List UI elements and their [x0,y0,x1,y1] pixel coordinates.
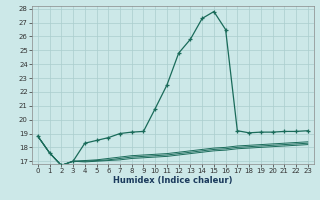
X-axis label: Humidex (Indice chaleur): Humidex (Indice chaleur) [113,176,233,185]
